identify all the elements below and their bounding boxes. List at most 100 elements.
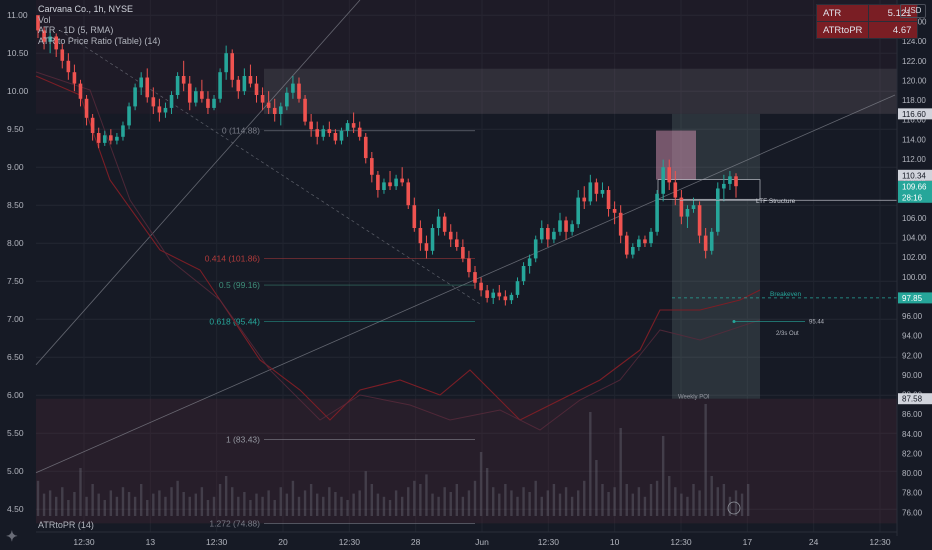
candle-body bbox=[139, 77, 143, 88]
volume-bar bbox=[73, 492, 76, 516]
volume-bar bbox=[97, 493, 100, 516]
price-badge bbox=[898, 180, 932, 192]
price-badge bbox=[898, 393, 932, 405]
candle-body bbox=[376, 174, 380, 190]
volume-bar bbox=[576, 490, 580, 516]
volume-bar bbox=[146, 500, 149, 516]
volume-bar bbox=[158, 490, 161, 516]
candle-body bbox=[503, 296, 508, 301]
fib-level-label: 0 (114.88) bbox=[222, 126, 260, 136]
x-axis-tick-label: 12:30 bbox=[538, 537, 560, 547]
atr-ratio-row: ATRtoPR 4.67 bbox=[815, 21, 919, 39]
candle-body bbox=[66, 60, 71, 73]
currency-button[interactable]: USD bbox=[900, 4, 926, 18]
volume-bar bbox=[42, 493, 46, 516]
candle-body bbox=[163, 107, 168, 113]
price-badge-label: 87.58 bbox=[902, 395, 923, 404]
volume-bar bbox=[133, 496, 137, 516]
volume-bar bbox=[36, 480, 40, 516]
price-badge-label: 97.85 bbox=[902, 294, 923, 303]
volume-bar bbox=[564, 487, 568, 516]
candle-body bbox=[533, 239, 538, 259]
volume-bar bbox=[170, 487, 173, 516]
volume-bar bbox=[139, 484, 143, 516]
candle-body bbox=[327, 129, 332, 133]
volume-bar bbox=[79, 468, 82, 516]
candle-body bbox=[576, 197, 580, 225]
volume-bar bbox=[498, 493, 501, 516]
candle-body bbox=[734, 176, 738, 187]
right-axis-tick-label: 82.00 bbox=[902, 449, 923, 458]
volume-bar bbox=[231, 487, 234, 516]
volume-bar bbox=[255, 493, 258, 516]
volume-bar bbox=[461, 496, 465, 516]
candle-body bbox=[36, 15, 40, 31]
candle-body bbox=[412, 205, 417, 228]
candle-body bbox=[485, 290, 489, 298]
volume-bar bbox=[589, 412, 592, 516]
candle-body bbox=[54, 36, 59, 50]
volume-bar bbox=[734, 490, 738, 516]
fib-level-label: 0.5 (99.16) bbox=[219, 280, 260, 290]
candle-body bbox=[661, 167, 665, 194]
ltf-structure-label: LTF Structure bbox=[756, 198, 796, 205]
atr-ratio-pane-label: ATRtoPR (14) bbox=[38, 520, 94, 530]
volume-bar bbox=[746, 484, 750, 516]
candle-body bbox=[133, 87, 137, 107]
right-axis-tick-label: 78.00 bbox=[902, 489, 923, 498]
volume-bar bbox=[443, 487, 446, 516]
volume-bar bbox=[370, 484, 374, 516]
right-axis-tick-label: 102.00 bbox=[902, 253, 927, 262]
candle-body bbox=[230, 53, 235, 80]
volume-bar bbox=[91, 484, 94, 516]
volume-bar bbox=[334, 492, 337, 516]
volume-bar bbox=[570, 496, 574, 516]
volume-bar bbox=[552, 484, 556, 516]
candle-body bbox=[655, 193, 659, 232]
take-profit-label: 2/3s Out bbox=[776, 331, 799, 337]
left-axis-tick-label: 10.00 bbox=[7, 86, 29, 96]
candle-body bbox=[121, 125, 125, 137]
breakeven-label: Breakeven bbox=[770, 291, 801, 298]
x-axis-tick-label: 20 bbox=[278, 537, 288, 547]
candle-body bbox=[206, 98, 210, 108]
candle-body bbox=[236, 79, 241, 92]
volume-bar bbox=[164, 496, 167, 516]
candle-body bbox=[618, 212, 623, 236]
left-axis-tick-label: 4.50 bbox=[7, 504, 24, 514]
x-axis-tick-label: 17 bbox=[743, 537, 753, 547]
volume-bar bbox=[728, 496, 732, 516]
candle-body bbox=[42, 30, 46, 42]
candle-body bbox=[722, 183, 726, 189]
x-axis-tick-label: 10 bbox=[610, 537, 620, 547]
volume-bar bbox=[546, 490, 550, 516]
trend-line-up bbox=[35, 0, 361, 366]
weekly-poi-zone bbox=[672, 113, 760, 399]
volume-bar bbox=[643, 496, 647, 516]
volume-bar bbox=[485, 468, 489, 516]
volume-bar bbox=[382, 496, 386, 516]
right-axis-background bbox=[897, 0, 932, 550]
candle-body bbox=[218, 72, 222, 99]
candle-body bbox=[479, 282, 483, 291]
volume-bar bbox=[710, 476, 713, 516]
candle-body bbox=[72, 72, 77, 84]
candle-body bbox=[278, 106, 283, 114]
candle-body bbox=[728, 176, 732, 184]
volume-bar bbox=[692, 484, 695, 516]
candle-body bbox=[333, 133, 338, 141]
volume-bar bbox=[55, 496, 58, 516]
candle-body bbox=[388, 182, 392, 187]
price-badge bbox=[898, 292, 932, 304]
right-axis-tick-label: 124.00 bbox=[902, 37, 927, 46]
right-axis-tick-label: 112.00 bbox=[902, 155, 926, 164]
candle-body bbox=[649, 231, 653, 244]
volume-bar bbox=[103, 500, 106, 516]
x-axis-tick-label: 12:30 bbox=[206, 537, 228, 547]
volume-bar bbox=[437, 496, 440, 516]
right-axis-tick-label: 116.00 bbox=[902, 116, 926, 125]
candle-body bbox=[546, 228, 550, 240]
candle-body bbox=[461, 247, 465, 259]
candle-body bbox=[539, 228, 544, 240]
